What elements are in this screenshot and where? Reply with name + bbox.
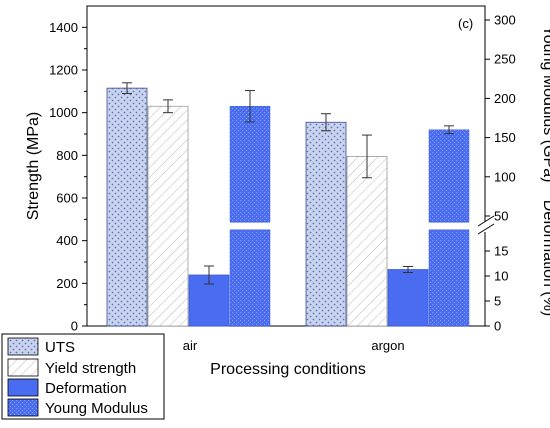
y-axis-right-lower-label: Deformation (%) (540, 200, 550, 316)
right-lower-tick-label-0: 0 (494, 319, 501, 334)
left-axis-ticks: 0 200 400 600 800 1000 1200 1400 (49, 20, 87, 334)
right-upper-tick-label-4: 250 (494, 52, 516, 67)
bar-young-modulus-air (229, 105, 271, 223)
left-tick-label-7: 1400 (49, 20, 78, 35)
left-tick-label-4: 800 (56, 148, 78, 163)
left-tick-label-0: 0 (71, 319, 78, 334)
panel-label: (c) (458, 16, 473, 31)
right-upper-tick-label-5: 300 (494, 13, 516, 28)
category-label-argon: argon (371, 338, 404, 353)
y-axis-left-label: Strength (MPa) (25, 112, 42, 220)
legend-swatch-uts (7, 337, 39, 356)
bar-young-modulus-argon (428, 129, 470, 223)
right-lower-tick-label-3: 15 (494, 244, 508, 259)
plot-frame (86, 5, 486, 327)
break-gap-argon (424, 222, 466, 230)
right-axis-ticks: 50 100 150 200 250 300 0 5 10 15 (485, 13, 516, 334)
y-axis-right-upper-label: Young Modulus (GPa) (540, 26, 550, 183)
left-tick-label-2: 400 (56, 233, 78, 248)
right-upper-tick-label-1: 100 (494, 169, 516, 184)
legend-label-deformation: Deformation (45, 380, 127, 397)
legend-label-uts: UTS (45, 339, 75, 356)
bar-young-modulus-argon-lower (428, 229, 470, 327)
right-upper-tick-label-0: 50 (494, 209, 508, 224)
bar-yield-air (147, 105, 189, 327)
right-upper-tick-label-2: 150 (494, 130, 516, 145)
legend-label-young-modulus: Young Modulus (45, 400, 148, 417)
bar-uts-air (106, 87, 148, 327)
right-lower-tick-label-1: 5 (494, 294, 501, 309)
bar-yield-argon (346, 155, 388, 327)
bars-group (106, 82, 470, 327)
bar-uts-argon (305, 121, 347, 327)
legend-label-yield: Yield strength (45, 360, 136, 377)
x-axis-label: Processing conditions (210, 361, 366, 378)
category-label-air: air (183, 338, 198, 353)
legend-swatch-young-modulus (7, 398, 39, 417)
left-tick-label-1: 200 (56, 276, 78, 291)
bar-young-modulus-air-lower (229, 229, 271, 327)
legend-swatch-yield (7, 358, 39, 377)
bar-deformation-argon (387, 269, 429, 327)
right-upper-tick-label-3: 200 (494, 91, 516, 106)
axis-break-icon (477, 215, 495, 235)
left-tick-label-5: 1000 (49, 105, 78, 120)
break-gap-air (225, 222, 267, 230)
legend: UTS Yield strength Deformation Young Mod… (1, 333, 165, 420)
left-tick-label-3: 600 (56, 191, 78, 206)
left-tick-label-6: 1200 (49, 63, 78, 78)
right-lower-tick-label-2: 10 (494, 269, 508, 284)
legend-swatch-deformation (7, 378, 39, 397)
